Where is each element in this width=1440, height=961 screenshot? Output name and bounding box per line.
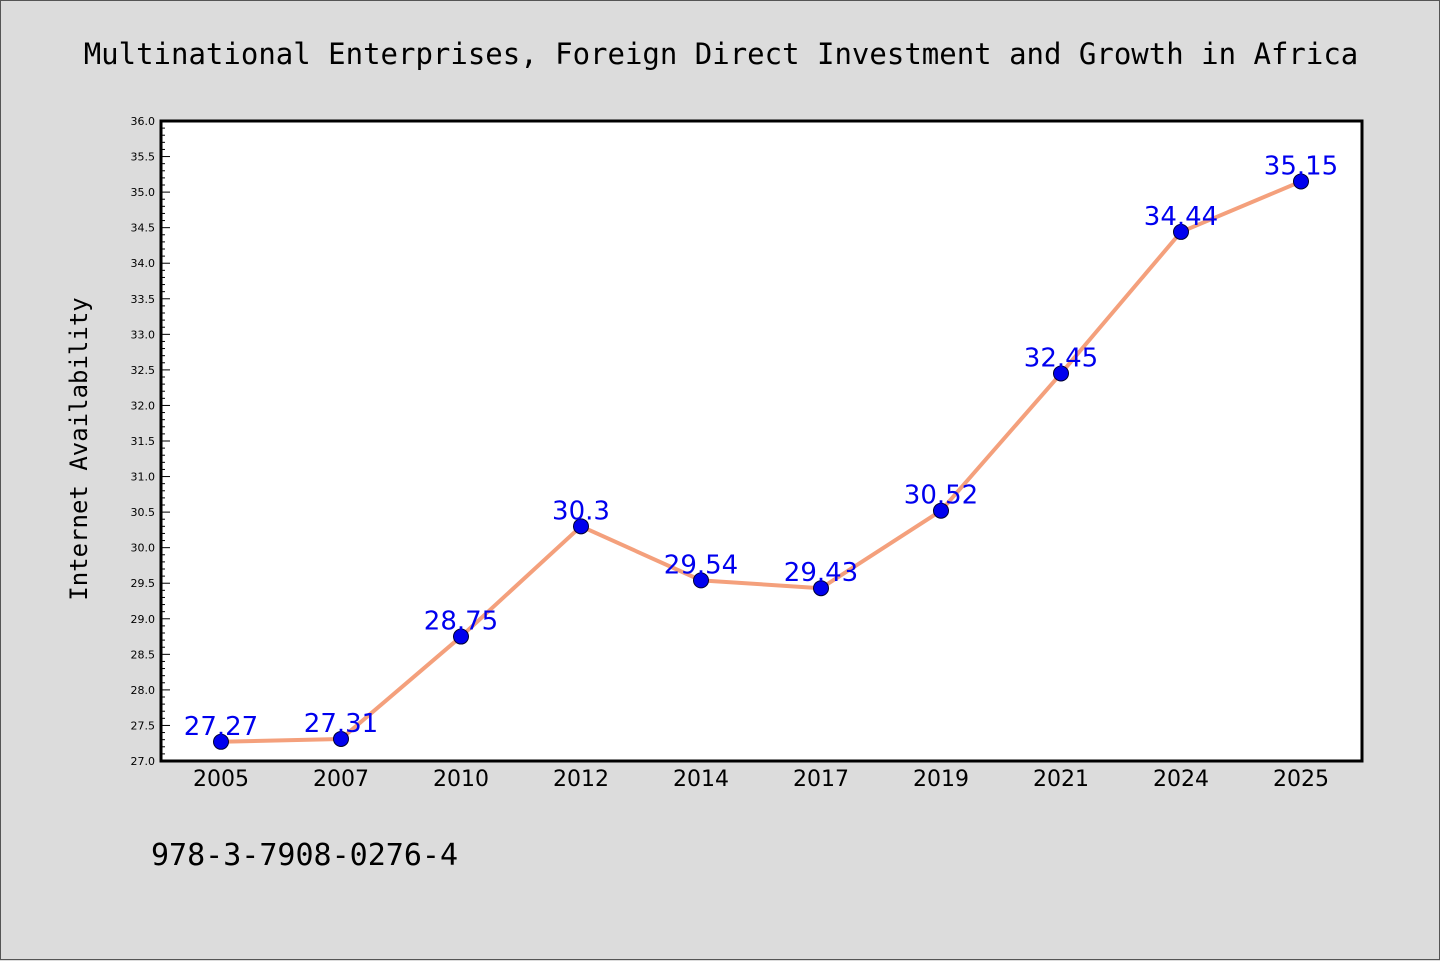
y-axis-label: Internet Availability [65,297,93,600]
data-point [1053,365,1069,382]
series-layer [213,173,1309,750]
data-label: 30.52 [904,481,978,511]
y-tick-label: 33.0 [131,328,156,341]
y-tick-label: 28.0 [131,684,156,697]
y-tick-label: 30.0 [131,542,156,555]
data-label: 29.54 [664,550,738,580]
x-tick-label: 2017 [793,767,849,792]
y-minor-ticks [161,127,165,755]
data-point [1293,173,1309,190]
footer-isbn: 978-3-7908-0276-4 [151,838,458,873]
x-tick-label: 2021 [1033,767,1089,792]
data-label: 30.3 [552,496,610,526]
y-tick-label: 27.5 [131,719,156,732]
y-tick-label: 32.5 [131,364,156,377]
y-tick-label: 34.0 [131,257,156,270]
x-tick-label: 2005 [193,767,249,792]
y-tick-label: 36.0 [131,115,156,128]
y-tick-label: 27.0 [131,755,156,768]
x-tick-label: 2019 [913,767,969,792]
chart-title: Multinational Enterprises, Foreign Direc… [84,37,1359,71]
data-point [813,580,829,597]
y-tick-label: 33.5 [131,293,156,306]
data-label: 27.27 [184,712,258,742]
data-point [333,730,349,747]
data-label: 28.75 [424,607,498,637]
data-label: 32.45 [1024,343,1098,373]
x-tick-label: 2012 [553,767,609,792]
y-tick-label: 29.5 [131,577,156,590]
y-tick-label: 31.5 [131,435,156,448]
y-tick-label: 34.5 [131,222,156,235]
data-point [1173,223,1189,240]
y-tick-label: 31.0 [131,471,156,484]
plot-area [159,119,1364,763]
data-label: 35.15 [1264,151,1338,181]
data-point [933,502,949,519]
y-tick-label: 35.0 [131,186,156,199]
data-label: 29.43 [784,558,858,588]
data-point [213,733,229,750]
data-labels: 27.27 27.31 28.75 30.3 29.54 29.43 30.52 32.45 3… [184,151,1338,741]
series-line [220,179,1302,744]
x-tick-label: 2014 [673,767,729,792]
data-point [573,518,589,535]
data-point [453,628,469,645]
y-tick-label: 29.0 [131,613,156,626]
data-label: 34.44 [1144,202,1218,232]
y-tick-label: 30.5 [131,506,156,519]
x-tick-label: 2007 [313,767,369,792]
y-tick-label: 32.0 [131,399,156,412]
data-point [693,572,709,589]
x-tick-label: 2024 [1153,767,1209,792]
y-tick-label: 28.5 [131,648,156,661]
y-tick-label: 35.5 [131,151,156,164]
data-label: 27.31 [304,709,378,739]
x-tick-label: 2025 [1273,767,1329,792]
x-tick-label: 2010 [433,767,489,792]
x-axis-ticks: 2005 2007 2010 2012 2014 2017 2019 2021 2024 2025 [193,767,1329,792]
y-axis-ticks: 27.0 27.5 28.0 28.5 29.0 29.5 30.0 30.5 31.0 31.5… [131,115,170,768]
